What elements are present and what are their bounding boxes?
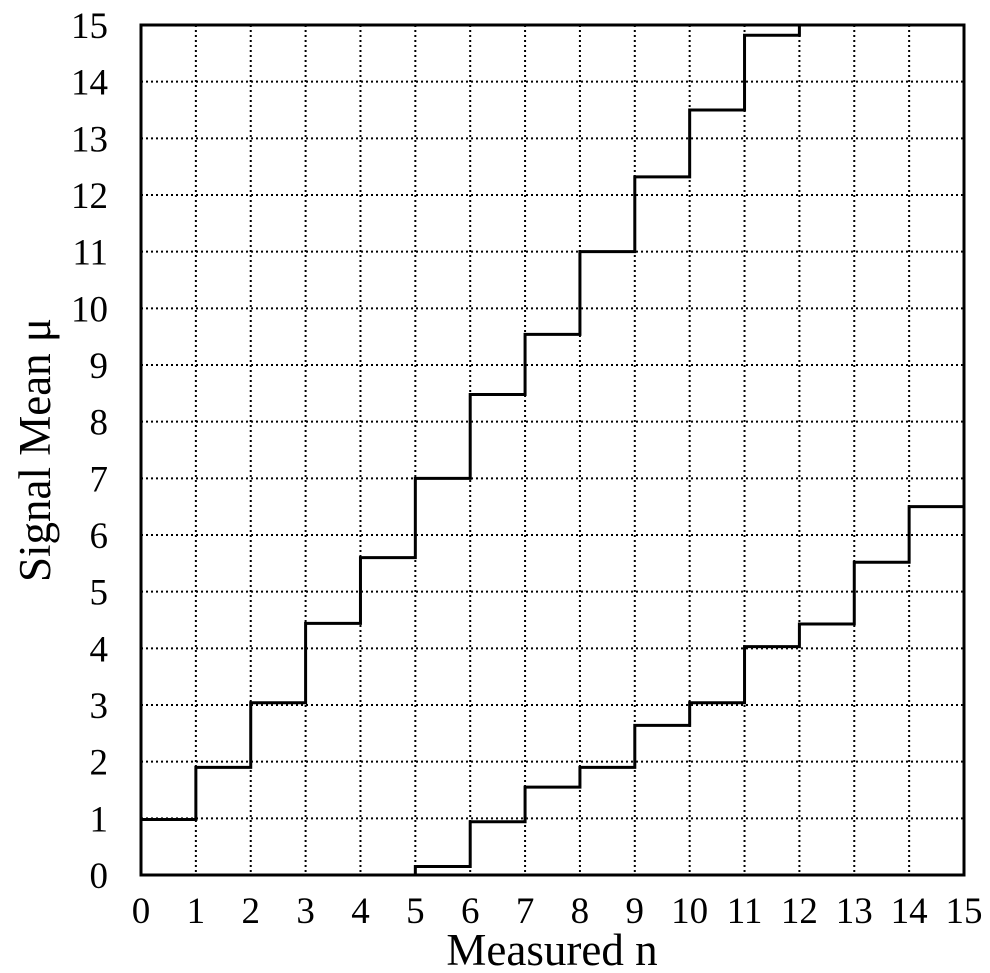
x-tick-label: 14 xyxy=(891,891,928,932)
x-tick-label: 6 xyxy=(461,891,480,932)
y-tick-label: 5 xyxy=(90,573,109,614)
x-tick-label: 9 xyxy=(626,891,645,932)
y-tick-label: 13 xyxy=(71,119,108,160)
x-tick-label: 15 xyxy=(946,891,983,932)
series-upper-limit xyxy=(141,23,855,821)
y-tick-label: 15 xyxy=(71,6,108,47)
y-tick-label: 1 xyxy=(90,799,109,840)
x-tick-label: 8 xyxy=(571,891,590,932)
x-axis-label: Measured n xyxy=(446,925,657,973)
x-tick-labels: 0 1 2 3 4 5 6 7 8 9 10 11 12 13 14 15 xyxy=(132,891,983,932)
x-tick-label: 13 xyxy=(836,891,873,932)
x-tick-label: 11 xyxy=(727,891,763,932)
grid xyxy=(141,25,964,875)
y-tick-label: 11 xyxy=(72,233,108,274)
x-tick-label: 3 xyxy=(296,891,315,932)
x-tick-label: 1 xyxy=(187,891,206,932)
y-tick-label: 9 xyxy=(90,346,109,387)
series-lower-limit xyxy=(141,505,964,877)
x-tick-label: 2 xyxy=(241,891,260,932)
x-tick-label: 7 xyxy=(516,891,535,932)
y-tick-label: 10 xyxy=(71,289,108,330)
y-tick-label: 8 xyxy=(90,403,109,444)
x-tick-label: 4 xyxy=(351,891,370,932)
y-tick-label: 12 xyxy=(71,176,108,217)
x-tick-label: 10 xyxy=(671,891,708,932)
y-tick-label: 3 xyxy=(90,686,109,727)
y-tick-label: 2 xyxy=(90,743,109,784)
y-tick-label: 7 xyxy=(90,459,109,500)
x-tick-label: 12 xyxy=(781,891,818,932)
plot-frame xyxy=(139,23,966,877)
confidence-bands xyxy=(141,23,964,877)
y-tick-label: 0 xyxy=(90,856,109,897)
x-tick-label: 0 xyxy=(132,891,151,932)
y-tick-label: 4 xyxy=(90,629,109,670)
y-tick-label: 14 xyxy=(71,63,108,104)
y-tick-label: 6 xyxy=(90,516,109,557)
x-tick-label: 5 xyxy=(406,891,425,932)
y-axis-label: Signal Mean μ xyxy=(10,318,60,582)
